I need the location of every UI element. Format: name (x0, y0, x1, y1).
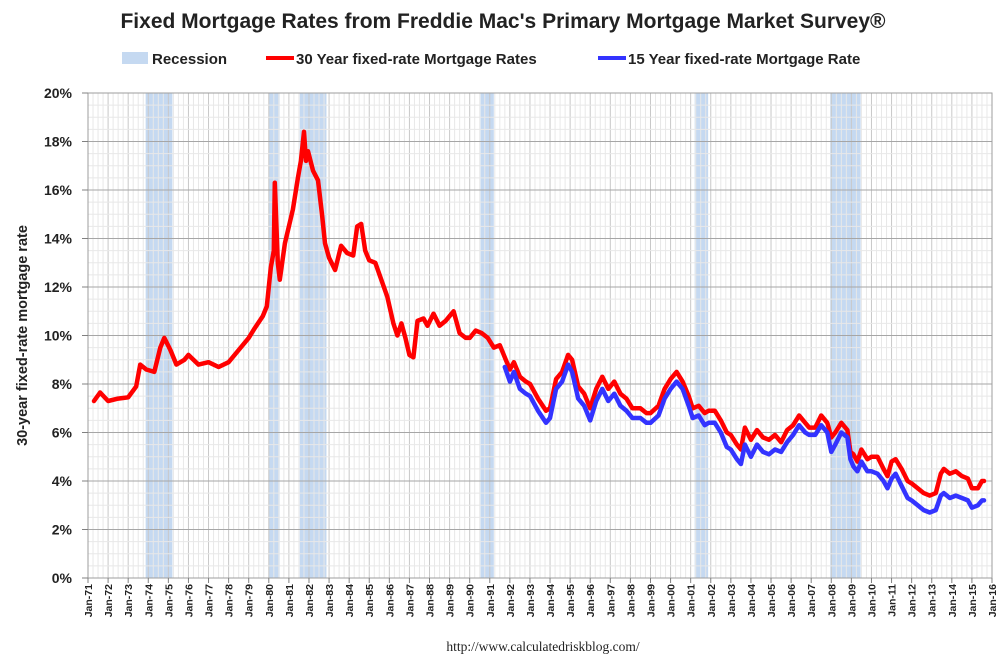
x-tick-label: Jan-79 (244, 584, 256, 617)
x-tick-label: Jan-91 (485, 584, 497, 617)
series-lines (91, 129, 987, 515)
y-tick-label: 16% (44, 182, 73, 198)
x-tick-label: Jan-09 (846, 584, 858, 617)
x-tick-label: Jan-11 (887, 584, 899, 617)
chart-title: Fixed Mortgage Rates from Freddie Mac's … (120, 10, 886, 33)
series-line-15yr (502, 362, 987, 515)
x-tick-label: Jan-82 (304, 584, 316, 617)
x-tick-label: Jan-95 (565, 584, 577, 617)
y-tick-label: 20% (44, 85, 73, 101)
x-tick-label: Jan-97 (605, 584, 617, 617)
x-tick-label: Jan-90 (465, 584, 477, 617)
x-tick-label: Jan-96 (585, 584, 597, 617)
x-tick-label: Jan-12 (907, 584, 919, 617)
x-tick-label: Jan-02 (706, 584, 718, 617)
legend-15yr-label: 15 Year fixed-rate Mortgage Rate (628, 51, 860, 68)
x-tick-label: Jan-15 (967, 584, 979, 617)
x-tick-label: Jan-99 (645, 584, 657, 617)
legend-recession-label: Recession (152, 51, 227, 68)
x-tick-label: Jan-78 (224, 584, 236, 617)
x-tick-label: Jan-86 (384, 584, 396, 617)
y-tick-label: 0% (52, 570, 73, 586)
x-tick-label: Jan-72 (103, 584, 115, 617)
x-tick-label: Jan-93 (525, 584, 537, 617)
x-tick-label: Jan-74 (143, 584, 155, 617)
grid-lines (87, 92, 993, 579)
x-tick-label: Jan-01 (686, 584, 698, 617)
x-tick-label: Jan-84 (344, 584, 356, 617)
x-tick-label: Jan-13 (927, 584, 939, 617)
y-tick-label: 2% (52, 522, 73, 538)
legend-recession-swatch (122, 52, 148, 64)
y-axis-label: 30-year fixed-rate mortgage rate (15, 225, 31, 446)
y-tick-label: 4% (52, 473, 73, 489)
y-tick-label: 18% (44, 134, 73, 150)
x-tick-label: Jan-10 (866, 584, 878, 617)
x-tick-label: Jan-16 (987, 584, 999, 617)
x-tick-label: Jan-98 (625, 584, 637, 617)
x-tick-label: Jan-00 (666, 584, 678, 617)
x-tick-label: Jan-76 (183, 584, 195, 617)
x-tick-label: Jan-08 (826, 584, 838, 617)
x-tick-label: Jan-81 (284, 584, 296, 617)
x-tick-label: Jan-05 (766, 584, 778, 617)
y-tick-label: 14% (44, 231, 73, 247)
chart-legend: Recession 30 Year fixed-rate Mortgage Ra… (122, 51, 860, 68)
x-tick-label: Jan-75 (163, 584, 175, 617)
x-tick-label: Jan-71 (83, 584, 95, 617)
source-url: http://www.calculatedriskblog.com/ (446, 639, 640, 654)
x-tick-label: Jan-06 (786, 584, 798, 617)
y-tick-label: 12% (44, 279, 73, 295)
x-axis-ticks: Jan-71 Jan-72 Jan-73 Jan-74 Jan-75 Jan-76 Jan-… (83, 578, 999, 617)
x-tick-label: Jan-07 (806, 584, 818, 617)
legend-30yr-label: 30 Year fixed-rate Mortgage Rates (296, 51, 537, 68)
x-tick-label: Jan-14 (947, 584, 959, 617)
x-tick-label: Jan-04 (746, 584, 758, 617)
x-tick-label: Jan-85 (364, 584, 376, 617)
y-tick-label: 8% (52, 376, 73, 392)
y-tick-label: 6% (52, 425, 73, 441)
y-axis-ticks: 0% 2% 4% 6% 8% 10% 12% 14% 16% 18% 20% (44, 85, 88, 586)
y-tick-label: 10% (44, 328, 73, 344)
x-tick-label: Jan-83 (324, 584, 336, 617)
x-tick-label: Jan-77 (204, 584, 216, 617)
x-tick-label: Jan-80 (264, 584, 276, 617)
x-tick-label: Jan-94 (545, 584, 557, 617)
x-tick-label: Jan-87 (404, 584, 416, 617)
x-tick-label: Jan-92 (505, 584, 517, 617)
x-tick-label: Jan-73 (123, 584, 135, 617)
x-tick-label: Jan-88 (425, 584, 437, 617)
x-tick-label: Jan-89 (445, 584, 457, 617)
x-tick-label: Jan-03 (726, 584, 738, 617)
